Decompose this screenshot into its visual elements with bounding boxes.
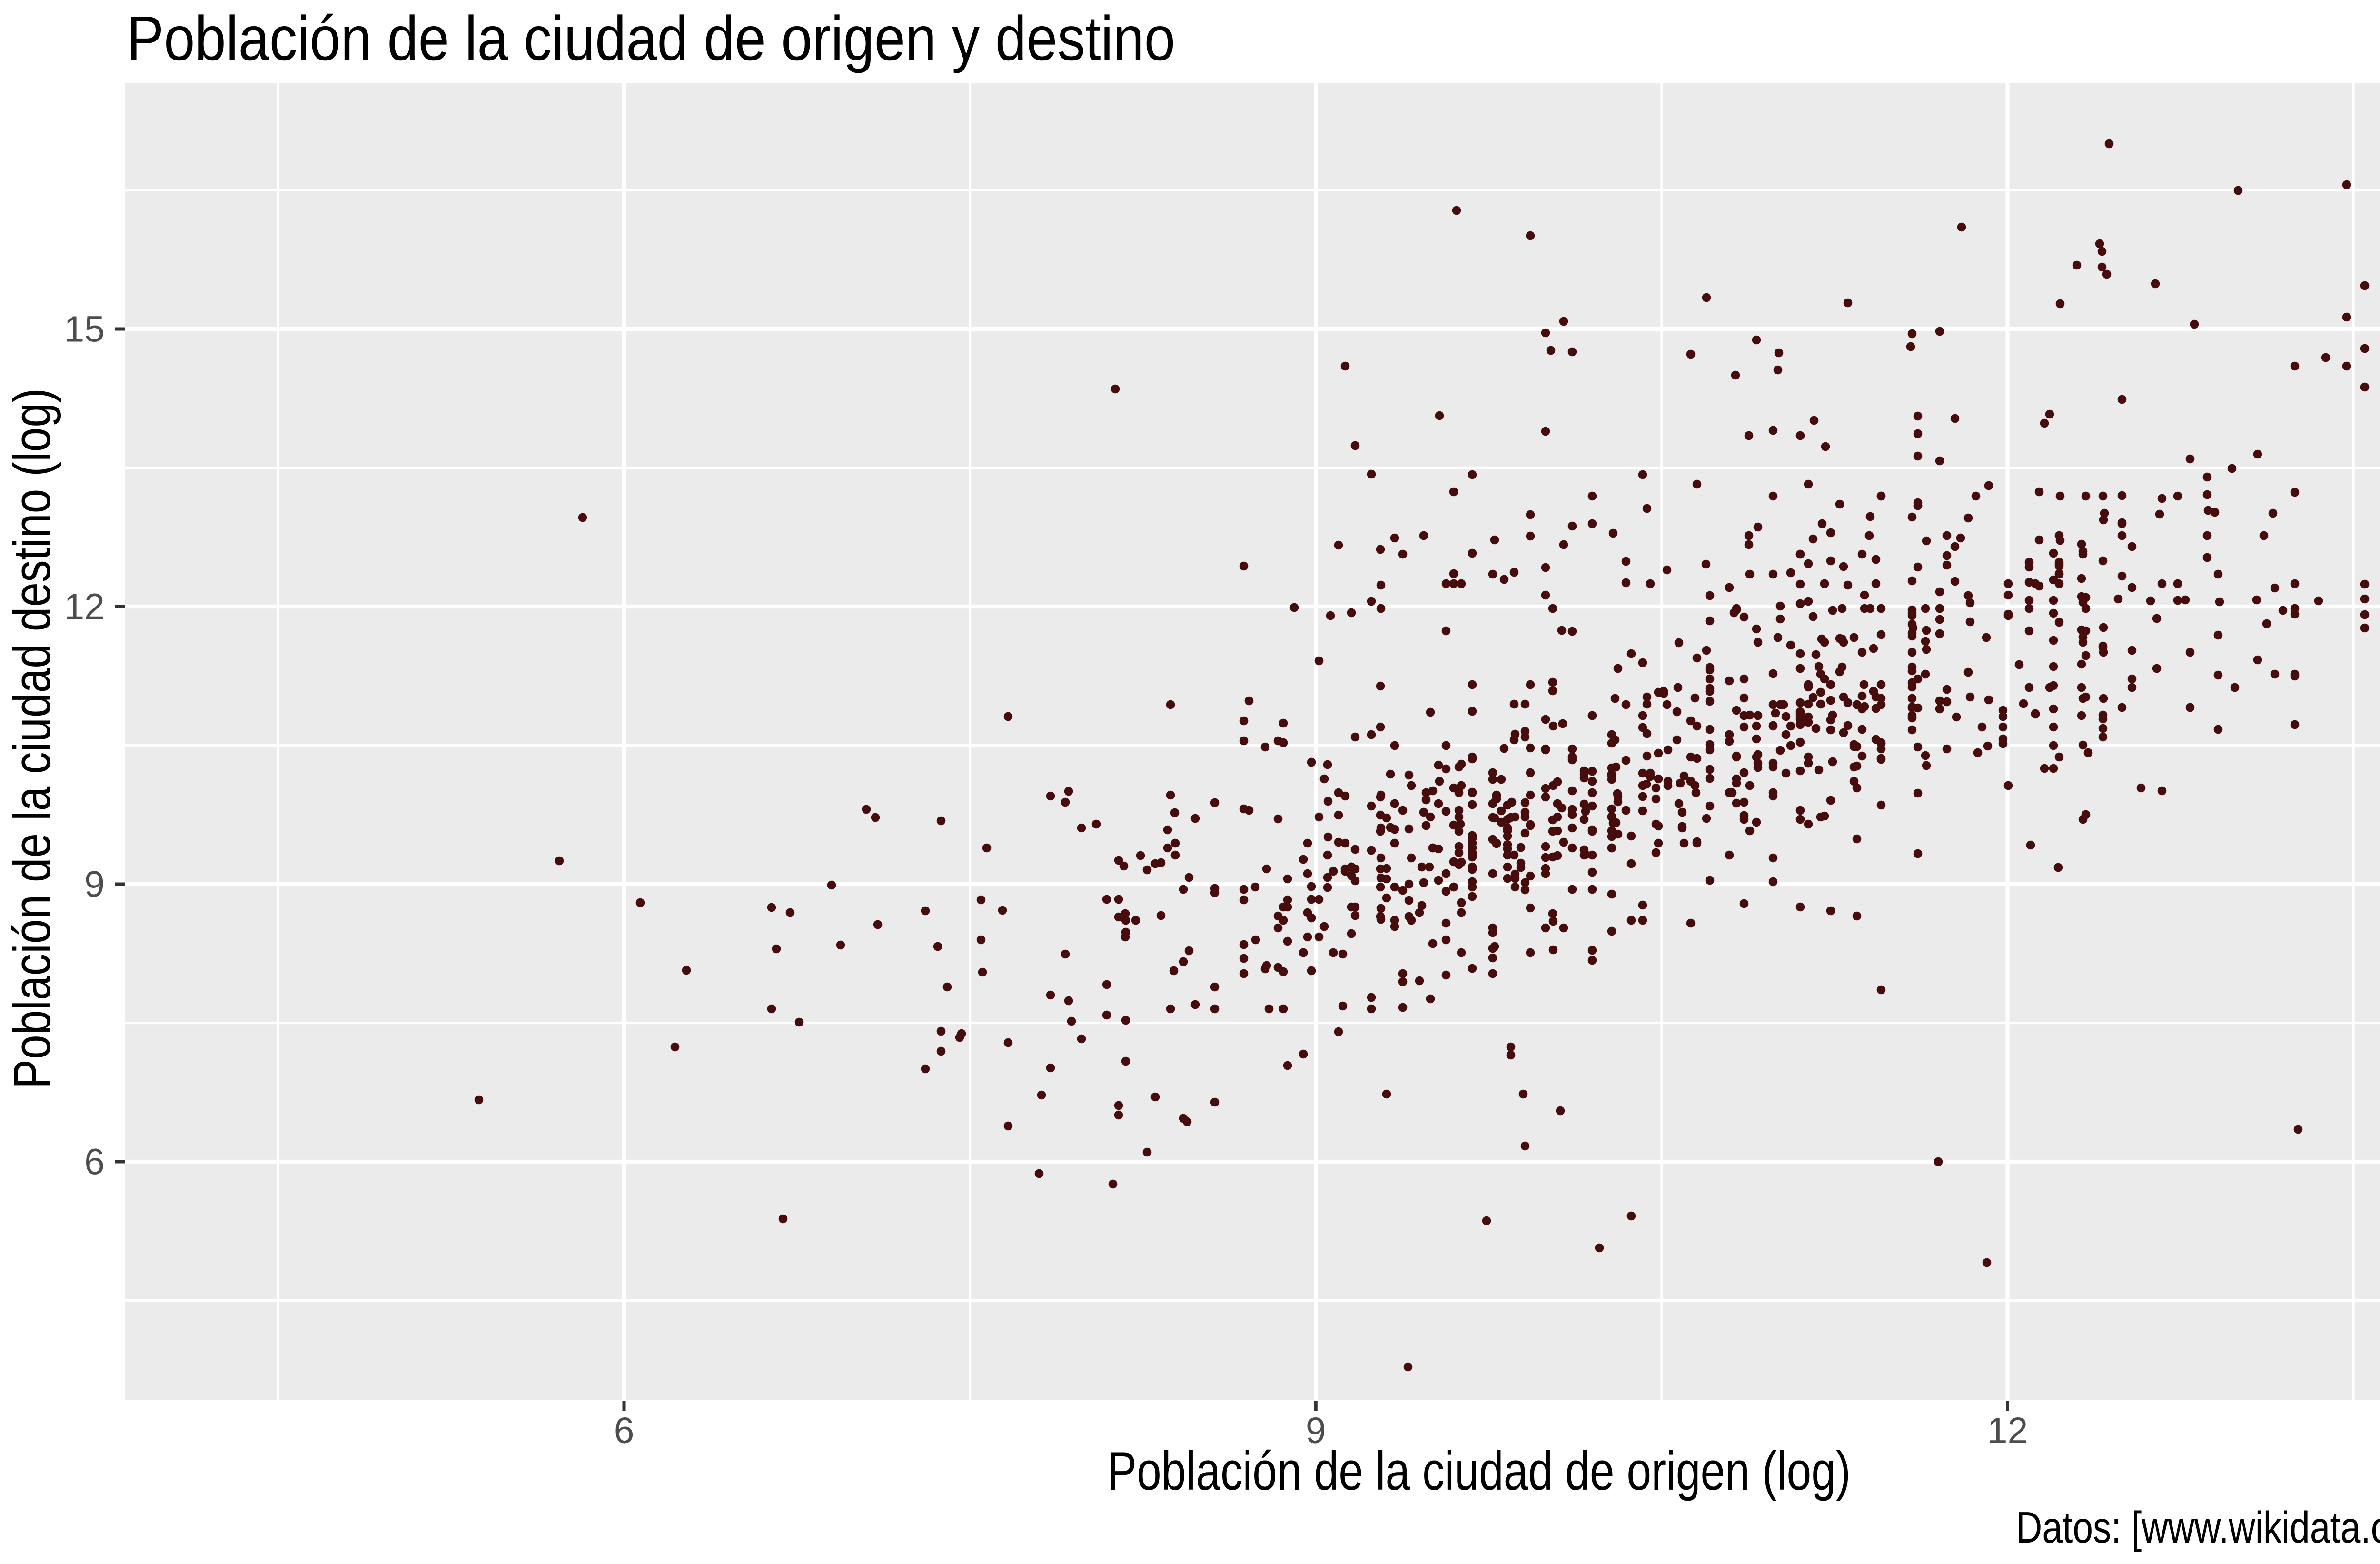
svg-text:12: 12 [64,587,105,628]
svg-text:Población de la ciudad destino: Población de la ciudad destino (log) [3,388,61,1089]
svg-text:Datos: [www.wikidata.org](http: Datos: [www.wikidata.org](http://www.wik… [2016,1503,2380,1552]
svg-text:9: 9 [84,864,105,905]
svg-text:12: 12 [1987,1410,2028,1451]
svg-text:15: 15 [64,309,105,350]
svg-text:6: 6 [84,1142,105,1183]
svg-text:6: 6 [614,1410,635,1451]
svg-text:Población de la ciudad de orig: Población de la ciudad de origen (log) [1107,1441,1851,1502]
svg-text:9: 9 [1306,1410,1326,1451]
svg-text:Población de la ciudad de orig: Población de la ciudad de origen y desti… [127,3,1175,73]
